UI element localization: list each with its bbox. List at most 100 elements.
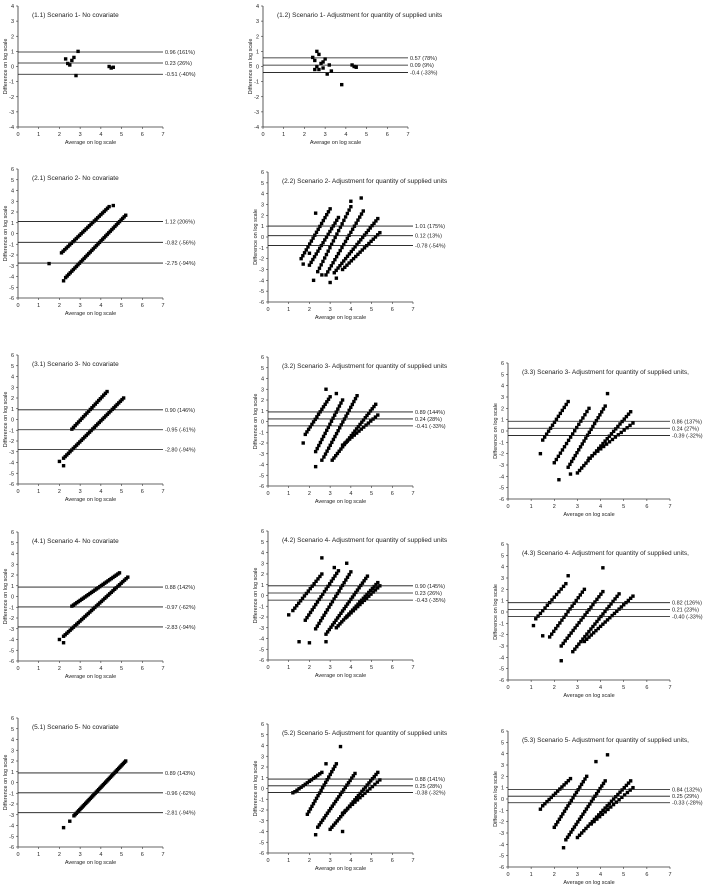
panel-2-1: -6 -5 -4 -3 -2 -1 0 1 2 3 4 5 6 0 1 2 3 4 5 6 7 Average on lo… (3, 167, 196, 317)
data-point (300, 596, 305, 601)
data-point (344, 604, 348, 609)
data-point (605, 391, 610, 396)
data-point (329, 242, 334, 246)
data-point (310, 422, 314, 427)
data-point (339, 447, 343, 451)
y-tick-label: -3 (254, 110, 259, 116)
data-point (307, 613, 311, 617)
data-point (358, 250, 362, 254)
data-point (83, 413, 87, 417)
data-point (349, 204, 353, 209)
data-point (86, 409, 91, 413)
data-point (320, 616, 325, 620)
data-point (302, 594, 307, 598)
data-point (562, 445, 567, 449)
y-tick-label: 4 (501, 565, 504, 571)
data-point (319, 263, 323, 267)
x-tick-label: 0 (16, 666, 19, 672)
data-point (626, 598, 631, 603)
reference-line-label: -0.4 (-33%) (410, 71, 438, 77)
data-point (57, 459, 62, 464)
data-point (569, 798, 574, 803)
reference-line-label: 0.23 (26%) (165, 61, 192, 67)
x-tick-label: 4 (349, 858, 352, 864)
data-point (324, 762, 328, 766)
y-tick-label: -3 (259, 626, 264, 632)
data-point (374, 402, 378, 406)
data-point (328, 772, 332, 777)
data-point (352, 399, 356, 404)
reference-line-label: -0.41 (-33%) (415, 424, 446, 430)
data-point (313, 58, 317, 63)
data-point (619, 605, 624, 609)
data-point (598, 413, 602, 417)
data-point (329, 625, 333, 629)
data-point (355, 588, 360, 592)
data-point (47, 261, 51, 266)
data-point (567, 832, 571, 837)
x-tick-label: 7 (161, 666, 164, 672)
y-tick-label: 5 (11, 727, 14, 733)
data-point (564, 806, 568, 811)
data-point (68, 63, 72, 67)
data-point (349, 405, 353, 410)
data-point (372, 584, 376, 589)
x-tick-label: 0 (16, 303, 19, 309)
data-point (306, 589, 311, 593)
data-point (568, 435, 573, 439)
y-tick-label: -3 (9, 813, 14, 819)
data-point (303, 618, 307, 622)
data-point (345, 561, 349, 565)
data-point (582, 639, 587, 644)
data-point (574, 790, 579, 795)
data-point (587, 430, 592, 434)
x-axis-title: Average on log scale (563, 512, 614, 518)
y-tick-label: 4 (501, 752, 504, 758)
data-point (72, 55, 76, 60)
data-point (311, 801, 316, 806)
data-point (307, 251, 312, 255)
y-axis-title: Difference on log scale (253, 568, 259, 624)
x-tick-label: 7 (411, 858, 414, 864)
data-point (343, 785, 347, 790)
data-point (314, 252, 318, 256)
data-point (328, 280, 332, 285)
reference-line-label: 0.09 (9%) (410, 63, 434, 69)
y-tick-label: 0 (11, 232, 14, 238)
data-point (323, 215, 327, 220)
x-tick-label: 6 (391, 858, 394, 864)
data-point (610, 437, 615, 442)
data-point (81, 414, 86, 419)
reference-line-label: -2.81 (-94%) (165, 811, 196, 817)
reference-line-label: 0.25 (29%) (672, 794, 699, 800)
data-point (103, 391, 108, 396)
y-tick-label: 5 (261, 366, 264, 372)
data-point (354, 431, 359, 435)
data-point (538, 451, 543, 456)
y-tick-label: -5 (9, 834, 14, 840)
data-point (617, 798, 621, 802)
data-point (330, 440, 334, 445)
data-point (568, 607, 572, 611)
data-point (368, 787, 372, 791)
data-point (63, 57, 68, 61)
data-point (594, 418, 599, 423)
y-tick-label: 6 (11, 716, 14, 722)
data-point (320, 786, 325, 790)
data-point (579, 639, 583, 644)
y-tick-label: -6 (259, 658, 264, 664)
data-point (554, 822, 558, 827)
data-point (320, 572, 324, 576)
data-point (320, 556, 324, 560)
y-tick-label: 5 (11, 364, 14, 370)
data-point (582, 439, 586, 443)
reference-line-label: -0.95 (-61%) (165, 428, 196, 434)
data-point (609, 432, 614, 436)
reference-line-label: 0.57 (78%) (410, 56, 437, 62)
data-point (367, 411, 371, 415)
data-point (316, 249, 320, 253)
data-point (124, 759, 128, 763)
data-point (601, 622, 605, 626)
y-tick-label: 3 (501, 576, 504, 582)
reference-line-label: -0.97 (-62%) (165, 605, 196, 611)
